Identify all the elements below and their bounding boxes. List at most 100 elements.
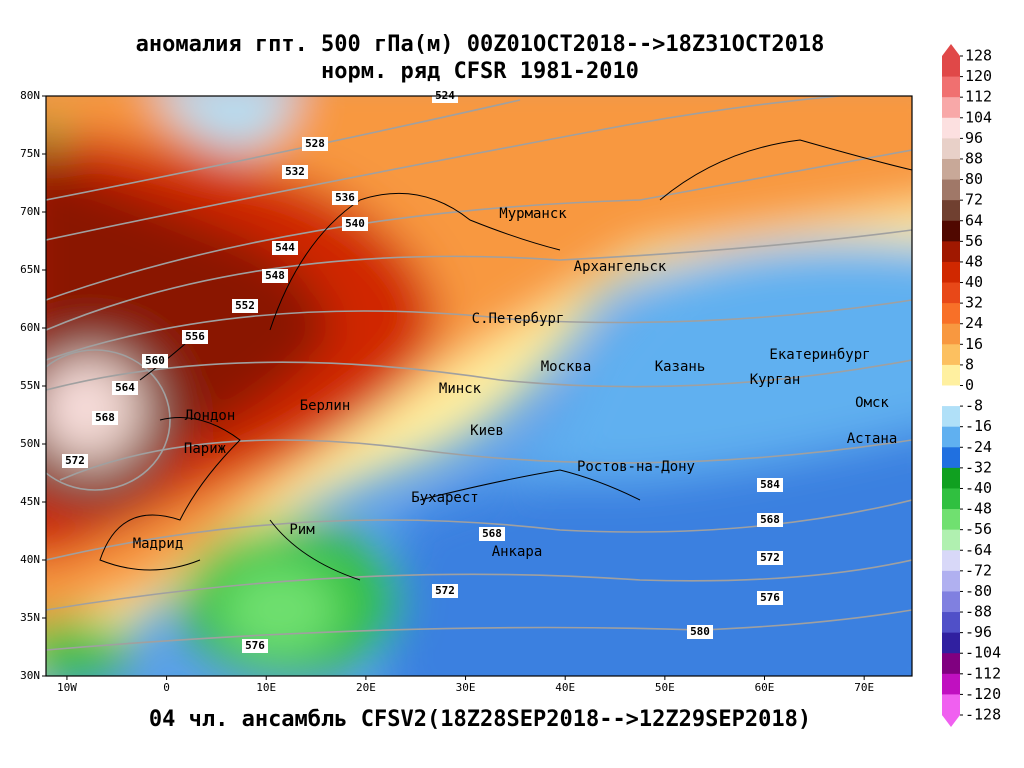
colorbar-label: 72: [965, 191, 983, 209]
colorbar-label: 96: [965, 129, 983, 147]
colorbar-top-arrow: [942, 44, 960, 56]
contour-label-box: [342, 217, 368, 231]
city-label: Астана: [847, 431, 898, 447]
colorbar-label: -40: [965, 479, 992, 497]
city-label: Бухарест: [411, 490, 478, 506]
contour-label-box: [432, 584, 458, 598]
contour-label-box: [332, 191, 358, 205]
city-label: Киев: [470, 423, 504, 439]
contour-label-box: [262, 269, 288, 283]
colorbar-swatch: [942, 653, 960, 675]
lat-tick-label: 50N: [20, 437, 40, 450]
footer: 04 чл. ансамбль CFSV2(18Z28SEP2018-->12Z…: [149, 707, 811, 732]
contour-label: 536: [335, 191, 355, 204]
colorbar-swatch: [942, 76, 960, 98]
colorbar-label: -96: [965, 623, 992, 641]
colorbar-swatch: [942, 550, 960, 572]
colorbar-label: 88: [965, 149, 983, 167]
colorbar-label: 128: [965, 47, 992, 65]
city-label: Лондон: [185, 408, 236, 424]
lon-tick-label: 30E: [456, 681, 476, 694]
lon-tick-label: 0: [163, 681, 170, 694]
contour-label: 564: [115, 381, 135, 394]
contour-label: 572: [65, 454, 85, 467]
colorbar-swatch: [942, 364, 960, 386]
colorbar-swatch: [942, 97, 960, 119]
contour-label-box: [282, 165, 308, 179]
colorbar-swatch: [942, 612, 960, 634]
colorbar-label: -88: [965, 603, 992, 621]
contour-label-box: [272, 241, 298, 255]
lat-tick-label: 80N: [20, 89, 40, 102]
colorbar-label: -8: [965, 397, 983, 415]
colorbar-swatch: [942, 570, 960, 592]
lat-tick-label: 55N: [20, 379, 40, 392]
colorbar-label: -112: [965, 664, 1001, 682]
colorbar-swatch: [942, 509, 960, 531]
contour-label: 548: [265, 269, 285, 282]
contour-label: 584: [760, 478, 780, 491]
city-label: Москва: [541, 359, 592, 375]
colorbar-label: -128: [965, 706, 1001, 724]
contour-label-box: [62, 454, 88, 468]
colorbar-label: 0: [965, 376, 974, 394]
colorbar-label: -48: [965, 500, 992, 518]
colorbar-label: 104: [965, 108, 992, 126]
colorbar-swatch: [942, 488, 960, 510]
colorbar-label: 24: [965, 314, 983, 332]
lat-tick-label: 45N: [20, 495, 40, 508]
colorbar-swatch: [942, 529, 960, 551]
colorbar-swatch: [942, 323, 960, 345]
colorbar-swatch: [942, 385, 960, 407]
city-label: Архангельск: [574, 259, 667, 275]
colorbar-label: 32: [965, 294, 983, 312]
colorbar-swatch: [942, 447, 960, 469]
colorbar-label: 64: [965, 211, 983, 229]
lon-tick-label: 60E: [755, 681, 775, 694]
contour-label: 572: [435, 584, 455, 597]
colorbar-label: -16: [965, 417, 992, 435]
city-label: Курган: [750, 372, 801, 388]
city-label: Мурманск: [499, 206, 567, 222]
map-frame: [45, 95, 913, 677]
contour-label-box: [757, 591, 783, 605]
lon-tick-label: 70E: [854, 681, 874, 694]
colorbar-swatch: [942, 426, 960, 448]
colorbar-swatch: [942, 220, 960, 242]
colorbar-swatch: [942, 56, 960, 78]
colorbar-swatch: [942, 200, 960, 222]
city-label: Минск: [439, 381, 482, 397]
city-label: Екатеринбург: [769, 347, 870, 363]
colorbar-label: -64: [965, 541, 992, 559]
colorbar-label: -104: [965, 644, 1001, 662]
contour-label-box: [92, 411, 118, 425]
contour-label-box: [182, 330, 208, 344]
contour-label: 560: [145, 354, 165, 367]
contour-label: 532: [285, 165, 305, 178]
colorbar-swatch: [942, 261, 960, 284]
city-label: Рим: [289, 522, 315, 538]
colorbar-swatch: [942, 673, 960, 695]
colorbar-label: 48: [965, 252, 983, 270]
colorbar-swatch: [942, 591, 960, 613]
contour-label: 572: [760, 551, 780, 564]
lat-tick-label: 70N: [20, 205, 40, 218]
title-line1: аномалия гпт. 500 гПа(м) 00Z01OCT2018-->…: [136, 32, 825, 57]
colorbar-label: 40: [965, 273, 983, 291]
axis-ticks: 80N 75N 70N 65N 60N 55N 50N 45N 40N 35N 30N 10W 0 10E…: [20, 89, 874, 694]
colorbar-label: -72: [965, 561, 992, 579]
colorbar-swatch: [942, 694, 960, 716]
colorbar-label: -120: [965, 685, 1001, 703]
contour-label: 580: [690, 625, 710, 638]
colorbar-label: -80: [965, 582, 992, 600]
colorbar-label: 80: [965, 170, 983, 188]
colorbar-label: 120: [965, 67, 992, 85]
colorbar-label: 16: [965, 335, 983, 353]
colorbar-swatch: [942, 241, 960, 263]
city-label: Казань: [655, 359, 706, 375]
colorbar-swatch: [942, 138, 960, 160]
lat-tick-label: 30N: [20, 669, 40, 682]
contour-label-box: [232, 299, 258, 313]
city-label: Омск: [855, 395, 889, 411]
